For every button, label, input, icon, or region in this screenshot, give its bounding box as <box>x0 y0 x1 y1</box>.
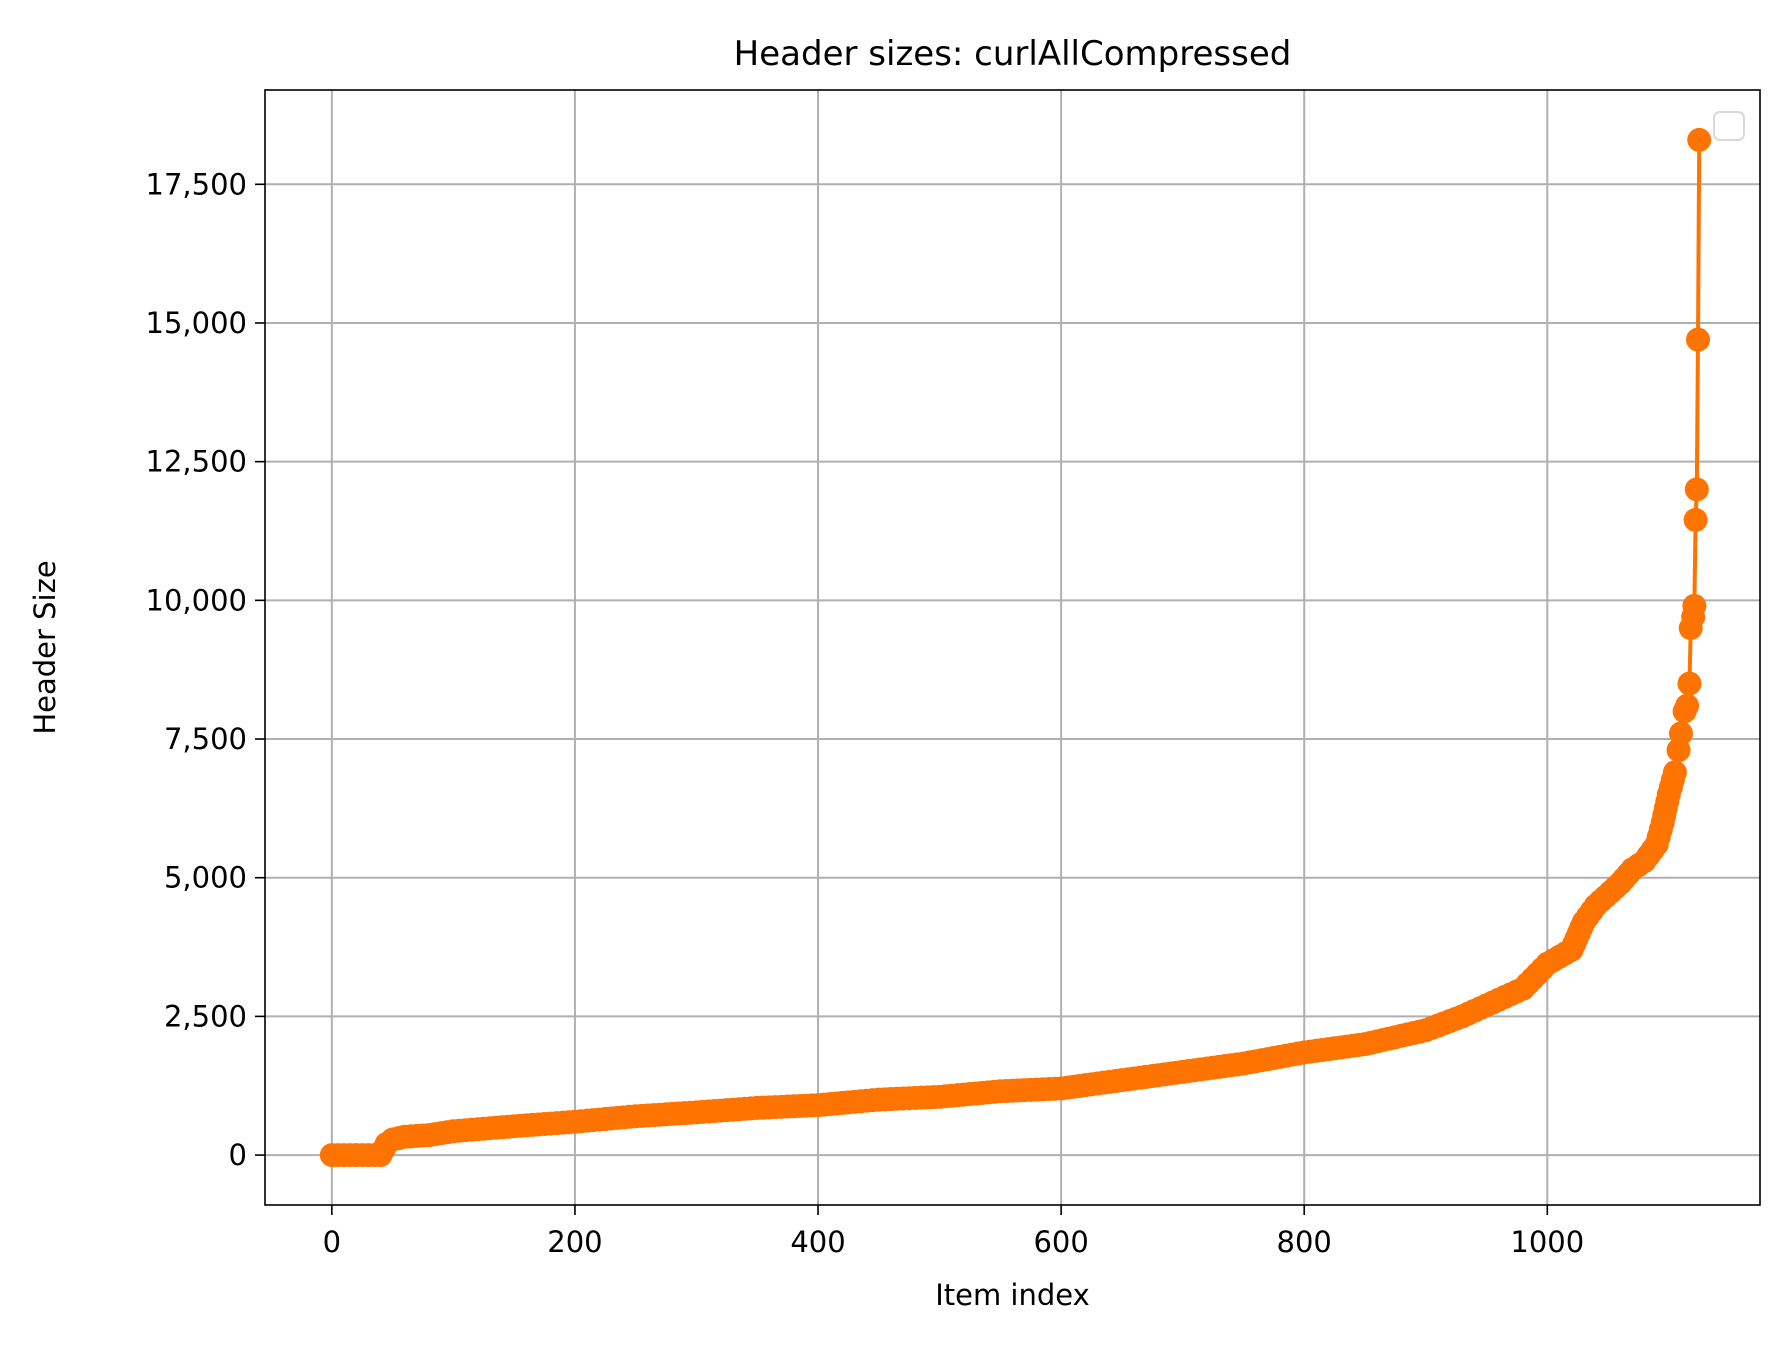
plot-frame <box>264 89 1761 1206</box>
x-tick-label: 400 <box>790 1225 845 1259</box>
y-axis-label: Header Size <box>28 560 62 734</box>
legend-box <box>1713 111 1745 141</box>
data-point <box>1668 721 1693 746</box>
data-point <box>1683 507 1708 532</box>
x-tick-label: 200 <box>547 1225 602 1259</box>
series-markers <box>319 127 1712 1168</box>
data-point <box>1687 127 1712 152</box>
data-point <box>1662 760 1687 785</box>
y-tick-label: 5,000 <box>164 861 247 895</box>
x-axis-ticks: 0 200 400 600 800 1000 <box>323 1205 1584 1259</box>
x-tick-label: 800 <box>1277 1225 1332 1259</box>
y-axis-ticks: 0 2,500 5,000 7,500 10,000 12,500 15,000 17,500 <box>146 167 265 1172</box>
data-point <box>1684 477 1709 502</box>
x-tick-label: 1000 <box>1510 1225 1584 1259</box>
y-tick-label: 2,500 <box>164 999 247 1033</box>
data-point <box>1675 693 1700 718</box>
x-tick-label: 0 <box>323 1225 341 1259</box>
gridlines <box>265 90 1760 1205</box>
data-series <box>319 127 1712 1168</box>
x-axis-label: Item index <box>935 1278 1090 1312</box>
x-tick-label: 600 <box>1033 1225 1088 1259</box>
data-point <box>1677 671 1702 696</box>
y-tick-label: 10,000 <box>146 583 247 617</box>
chart-title: Header sizes: curlAllCompressed <box>734 34 1292 74</box>
data-point <box>1686 327 1711 352</box>
data-point <box>1682 593 1707 618</box>
y-tick-label: 17,500 <box>146 167 247 201</box>
y-tick-label: 7,500 <box>164 722 247 756</box>
y-tick-label: 15,000 <box>146 306 247 340</box>
y-tick-label: 0 <box>229 1138 247 1172</box>
y-tick-label: 12,500 <box>146 445 247 479</box>
